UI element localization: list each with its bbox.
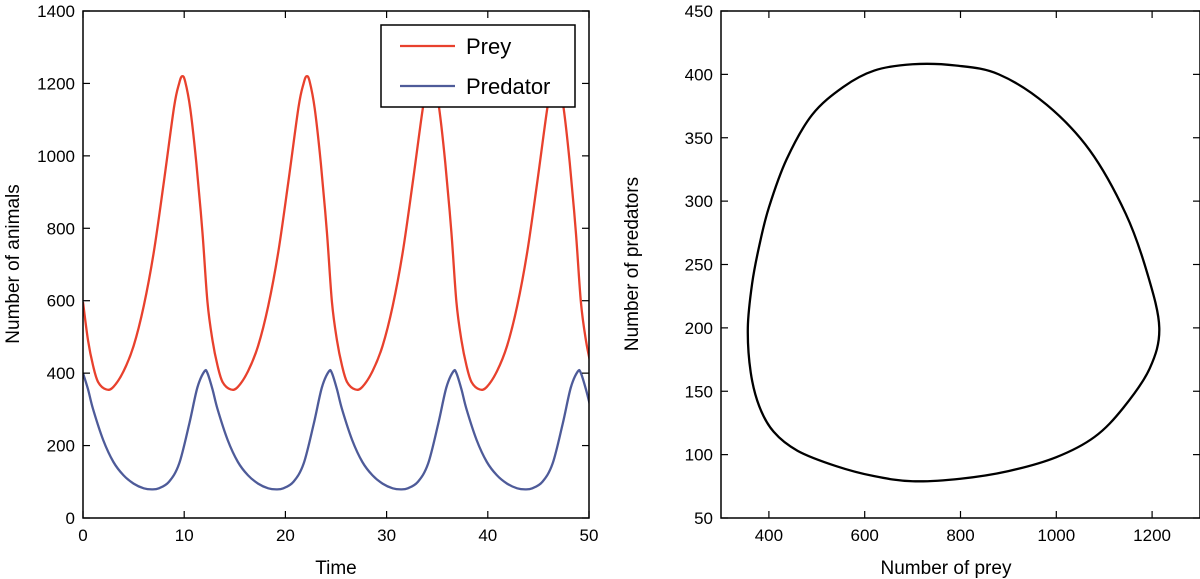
phase-plot-layer (746, 62, 1161, 483)
phase-plot-y-tick-label: 400 (685, 65, 713, 84)
phase-plot-y-axis-title: Number of predators (622, 177, 643, 351)
phase-plot-x-tick-label: 1200 (1133, 526, 1171, 545)
time-series-ticks: 0 10 20 30 40 50 0 200 400 600 800 1000 1200 1400 (37, 2, 598, 545)
phase-plot-axes-frame (720, 10, 1200, 519)
time-series-axes-frame (82, 10, 590, 519)
time-series-x-tick-label: 40 (478, 526, 497, 545)
time-series-y-tick-label: 200 (47, 437, 75, 456)
phase-plot-x-axis-title: Number of prey (881, 558, 1012, 579)
phase-plot-x-tick-label: 400 (755, 526, 783, 545)
time-series-x-tick-label: 30 (377, 526, 396, 545)
phase-plot-y-tick-label: 100 (685, 446, 713, 465)
phase-plot-y-tick-label: 300 (685, 192, 713, 211)
phase-plot-y-tick-label: 350 (685, 129, 713, 148)
phase-plot-x-tick-label: 800 (946, 526, 974, 545)
prey-series-line (83, 74, 589, 391)
time-series-y-tick-label: 800 (47, 219, 75, 238)
time-series-y-tick-label: 600 (47, 292, 75, 311)
time-series-plot-layer (83, 74, 589, 491)
time-series-y-tick-label: 1000 (37, 147, 75, 166)
time-series-x-axis-title: Time (315, 558, 357, 579)
phase-plot-panel: 400 600 800 1000 1200 50 100 150 200 250 300 350 400… (622, 2, 1200, 579)
legend-frame (380, 24, 576, 108)
legend-label-predator: Predator (466, 74, 550, 99)
phase-plot-ticks: 400 600 800 1000 1200 50 100 150 200 250 300 350 400… (685, 2, 1200, 545)
phase-plot-y-tick-label: 250 (685, 256, 713, 275)
time-series-x-tick-label: 20 (276, 526, 295, 545)
time-series-y-tick-label: 1200 (37, 74, 75, 93)
phase-plot-y-tick-label: 150 (685, 382, 713, 401)
phase-plot-x-tick-label: 600 (851, 526, 879, 545)
phase-plot-y-tick-label: 450 (685, 2, 713, 21)
phase-plot-x-tick-label: 1000 (1037, 526, 1075, 545)
time-series-panel: 0 10 20 30 40 50 0 200 400 600 800 1000 1200 1400 Tim… (3, 2, 598, 579)
time-series-x-tick-label: 0 (78, 526, 87, 545)
time-series-y-tick-label: 400 (47, 364, 75, 383)
phase-trajectory-line (746, 62, 1161, 483)
predator-series-line (83, 368, 589, 491)
legend: Prey Predator (380, 24, 576, 108)
time-series-y-tick-label: 1400 (37, 2, 75, 21)
phase-plot-y-tick-label: 50 (694, 509, 713, 528)
time-series-y-tick-label: 0 (66, 509, 75, 528)
time-series-x-tick-label: 50 (580, 526, 599, 545)
time-series-y-axis-title: Number of animals (3, 184, 24, 343)
time-series-x-tick-label: 10 (175, 526, 194, 545)
legend-label-prey: Prey (466, 34, 511, 59)
phase-plot-y-tick-label: 200 (685, 319, 713, 338)
